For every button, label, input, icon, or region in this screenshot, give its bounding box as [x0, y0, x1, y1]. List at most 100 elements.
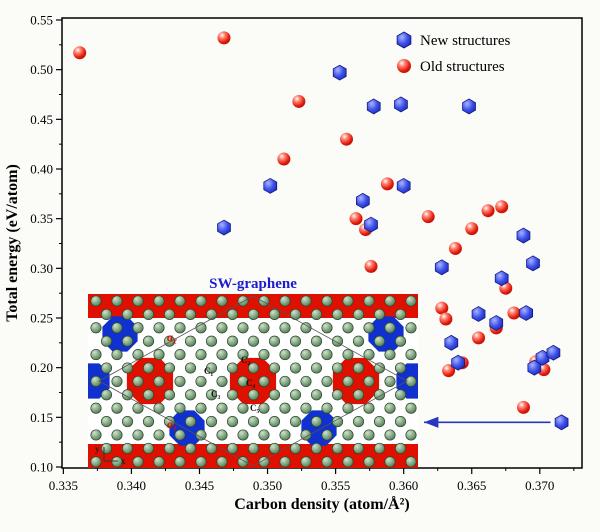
- y-tick-label: 0.35: [30, 211, 53, 226]
- carbon-atom: [184, 416, 197, 428]
- carbon-atom: [363, 375, 375, 387]
- data-point-old-structure: [340, 132, 354, 146]
- carbon-atom: [321, 456, 333, 468]
- carbon-atom: [331, 416, 344, 428]
- carbon-atom: [394, 308, 407, 320]
- carbon-site-c2-label: C₂: [241, 355, 250, 365]
- carbon-atom: [405, 349, 417, 361]
- carbon-atom: [405, 295, 417, 307]
- carbon-atom: [174, 295, 186, 307]
- lattice-vector-a1-label: a₁: [167, 417, 177, 431]
- x-tick-label: 0.350: [253, 478, 282, 493]
- carbon-atom: [258, 375, 270, 387]
- red-ring-fill: [229, 357, 277, 405]
- y-tick-label: 0.30: [30, 261, 53, 276]
- carbon-atom: [279, 375, 291, 387]
- data-point-new-structure: [366, 98, 381, 115]
- carbon-atom: [279, 429, 291, 441]
- carbon-atom: [132, 402, 144, 414]
- carbon-atom: [258, 456, 270, 468]
- data-point-old-structure: [481, 204, 495, 218]
- carbon-atom: [195, 349, 207, 361]
- carbon-atom: [195, 322, 207, 334]
- carbon-atom: [132, 375, 144, 387]
- carbon-atom: [268, 308, 281, 320]
- carbon-atom: [394, 416, 407, 428]
- carbon-atom: [352, 335, 365, 347]
- carbon-atom: [300, 429, 312, 441]
- data-point-new-structure: [217, 219, 231, 236]
- carbon-atom: [90, 322, 102, 334]
- data-point-new-structure: [471, 306, 486, 322]
- carbon-atom: [121, 442, 134, 454]
- carbon-atom: [174, 322, 186, 334]
- carbon-atom: [163, 442, 176, 454]
- carbon-atom: [289, 416, 302, 428]
- carbon-atom: [237, 295, 249, 307]
- carbon-atom: [384, 322, 396, 334]
- carbon-atom: [405, 456, 417, 468]
- x-tick-label: 0.360: [389, 478, 418, 493]
- carbon-atom: [321, 375, 333, 387]
- carbon-atom: [111, 322, 123, 334]
- data-point-old-structure: [495, 200, 509, 214]
- carbon-atom: [405, 402, 417, 414]
- carbon-atom: [279, 402, 291, 414]
- carbon-site-c4-label: C₄: [246, 378, 255, 388]
- carbon-atom: [279, 295, 291, 307]
- carbon-atom: [405, 429, 417, 441]
- carbon-atom: [363, 429, 375, 441]
- carbon-atom: [237, 375, 249, 387]
- carbon-atom: [310, 308, 323, 320]
- carbon-atom: [300, 349, 312, 361]
- data-point-old-structure: [465, 222, 479, 236]
- legend-marker-old-structures: [397, 59, 411, 73]
- carbon-atom: [153, 456, 165, 468]
- carbon-atom: [205, 362, 218, 374]
- carbon-atom: [184, 308, 197, 320]
- carbon-atom: [321, 295, 333, 307]
- carbon-atom: [321, 402, 333, 414]
- carbon-atom: [342, 429, 354, 441]
- carbon-atom: [300, 456, 312, 468]
- data-point-old-structure: [349, 212, 363, 226]
- carbon-atom: [310, 442, 323, 454]
- data-points: [73, 31, 569, 431]
- carbon-atom: [142, 362, 155, 374]
- carbon-atom: [289, 389, 302, 401]
- inset-structure-image: SW-graphene a₂ a₁ C₁ C₂ C₃ C₄ C₅ y x: [88, 276, 418, 468]
- carbon-atom: [268, 335, 281, 347]
- carbon-atom: [153, 375, 165, 387]
- x-tick-label: 0.365: [457, 478, 486, 493]
- carbon-atom: [90, 429, 102, 441]
- carbon-atom: [226, 416, 239, 428]
- data-point-new-structure: [332, 64, 347, 81]
- carbon-atom: [352, 308, 365, 320]
- carbon-atom: [321, 322, 333, 334]
- carbon-atom: [111, 349, 123, 361]
- y-tick-label: 0.25: [30, 311, 53, 326]
- carbon-atom: [279, 322, 291, 334]
- carbon-atom: [394, 362, 407, 374]
- data-point-old-structure: [507, 306, 521, 320]
- carbon-atom: [100, 442, 113, 454]
- data-point-old-structure: [435, 301, 449, 315]
- carbon-atom: [247, 308, 260, 320]
- carbon-atom: [373, 335, 386, 347]
- data-point-new-structure: [462, 98, 476, 115]
- unit-cell-outline: [98, 295, 408, 467]
- carbon-atom: [394, 335, 407, 347]
- carbon-atom: [174, 402, 186, 414]
- carbon-atom: [205, 416, 218, 428]
- legend-label-old-structures: Old structures: [420, 59, 505, 75]
- data-point-old-structure: [442, 364, 456, 378]
- y-tick-label: 0.10: [30, 460, 53, 475]
- carbon-atom: [342, 375, 354, 387]
- carbon-atom: [121, 335, 134, 347]
- carbon-atom: [153, 349, 165, 361]
- data-point-new-structure: [396, 177, 411, 194]
- data-point-new-structure: [434, 259, 449, 276]
- x-tick-label: 0.340: [117, 478, 146, 493]
- data-point-new-structure: [451, 354, 465, 371]
- carbon-atom: [342, 322, 354, 334]
